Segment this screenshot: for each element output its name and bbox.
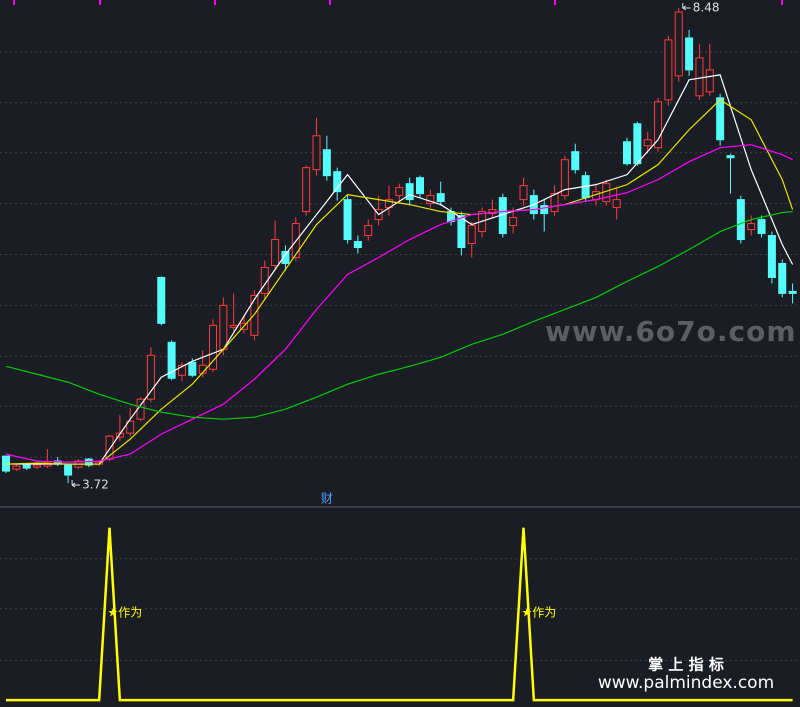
candle-body xyxy=(12,465,21,470)
candle-body xyxy=(322,149,331,177)
candle-body xyxy=(654,101,663,149)
candle-body xyxy=(436,193,445,203)
candle-body xyxy=(488,209,497,215)
candle-body xyxy=(716,97,725,141)
candle-body xyxy=(519,185,528,201)
extreme-arrow xyxy=(682,2,691,11)
extreme-arrow xyxy=(71,480,81,488)
candle-body xyxy=(405,183,414,201)
extreme-label: 3.72 xyxy=(82,478,109,492)
candle-body xyxy=(146,354,155,400)
candle-body xyxy=(64,464,73,476)
candle-body xyxy=(757,219,766,235)
candle-body xyxy=(550,193,559,213)
candle-body xyxy=(177,364,186,376)
candle-body xyxy=(229,324,238,328)
candle-body xyxy=(695,57,704,97)
candle-body xyxy=(457,215,466,249)
candle-body xyxy=(157,276,166,324)
candle-body xyxy=(250,294,259,336)
candle-body xyxy=(612,199,621,209)
candle-body xyxy=(705,69,714,93)
candle-body xyxy=(333,171,342,193)
candle-body xyxy=(664,39,673,101)
candle-body xyxy=(540,205,549,215)
candle-body xyxy=(271,239,280,266)
candle-body xyxy=(364,225,373,237)
candle-body xyxy=(126,420,135,434)
ma-line xyxy=(5,210,793,420)
extreme-label: 8.48 xyxy=(693,0,720,14)
candle-body xyxy=(643,139,652,147)
candle-body xyxy=(188,361,197,376)
candle-body xyxy=(33,464,42,468)
top-markers xyxy=(13,0,783,5)
candle-body xyxy=(467,225,476,245)
candle-body xyxy=(623,141,631,165)
candle-body xyxy=(302,167,311,213)
candle-body xyxy=(219,304,228,350)
ma-line xyxy=(5,144,793,463)
candle-body xyxy=(209,324,217,370)
annotation: 财 xyxy=(321,492,333,506)
footer-url: www.palmindex.com xyxy=(598,673,774,693)
candle-body xyxy=(736,199,745,241)
ma-line xyxy=(6,74,794,465)
candle-body xyxy=(685,37,694,71)
signal-line xyxy=(6,527,793,702)
candle-body xyxy=(167,341,176,379)
watermark: www.6o7o.com xyxy=(545,315,797,348)
candle-body xyxy=(281,251,290,264)
candle-body xyxy=(747,223,756,231)
candle-body xyxy=(633,123,642,165)
candle-body xyxy=(312,135,321,171)
candle-body xyxy=(343,199,352,241)
footer-title: 掌 上 指 标 xyxy=(648,656,724,674)
candle-body xyxy=(395,187,404,197)
candle-body xyxy=(571,151,580,171)
candle-body xyxy=(674,11,683,77)
candle-body xyxy=(22,464,31,469)
candle-body xyxy=(509,217,518,227)
candle-body xyxy=(788,290,797,294)
candle-body xyxy=(726,155,735,159)
candle-body xyxy=(353,241,362,249)
signal-annotation: ★作为 xyxy=(108,606,143,620)
candle-body xyxy=(416,177,424,195)
candle-body xyxy=(767,235,776,278)
candle-body xyxy=(560,159,569,197)
signal-annotation: ★作为 xyxy=(522,606,557,620)
candle-body xyxy=(260,266,269,294)
candle-body xyxy=(778,262,787,294)
ma-line xyxy=(5,99,794,465)
